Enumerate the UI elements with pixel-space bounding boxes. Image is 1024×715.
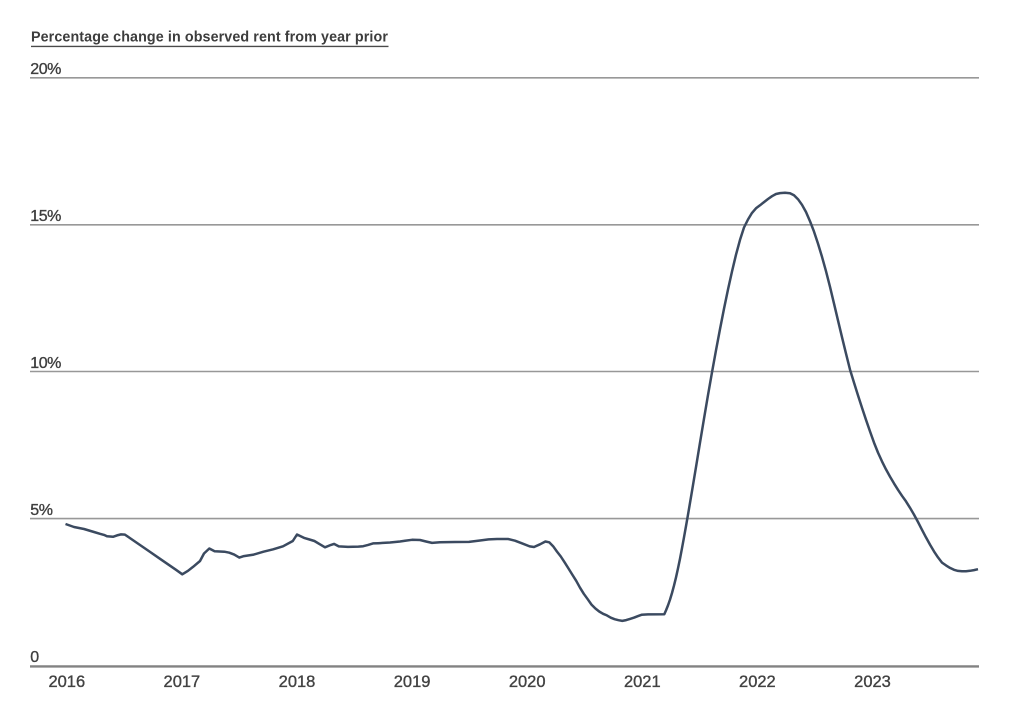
svg-text:2023: 2023 [854,673,891,691]
svg-text:0: 0 [30,649,39,666]
svg-text:2018: 2018 [279,673,316,691]
svg-text:Percentage change in observed: Percentage change in observed rent from … [31,30,388,46]
svg-text:20%: 20% [30,61,61,78]
svg-text:10%: 10% [30,355,61,372]
svg-text:2021: 2021 [624,673,661,691]
svg-text:2019: 2019 [394,673,431,691]
svg-text:2022: 2022 [739,673,776,691]
svg-text:5%: 5% [30,502,52,519]
svg-text:2016: 2016 [48,673,85,691]
svg-text:2017: 2017 [164,673,201,691]
svg-text:2020: 2020 [509,673,546,691]
svg-text:15%: 15% [30,208,61,225]
